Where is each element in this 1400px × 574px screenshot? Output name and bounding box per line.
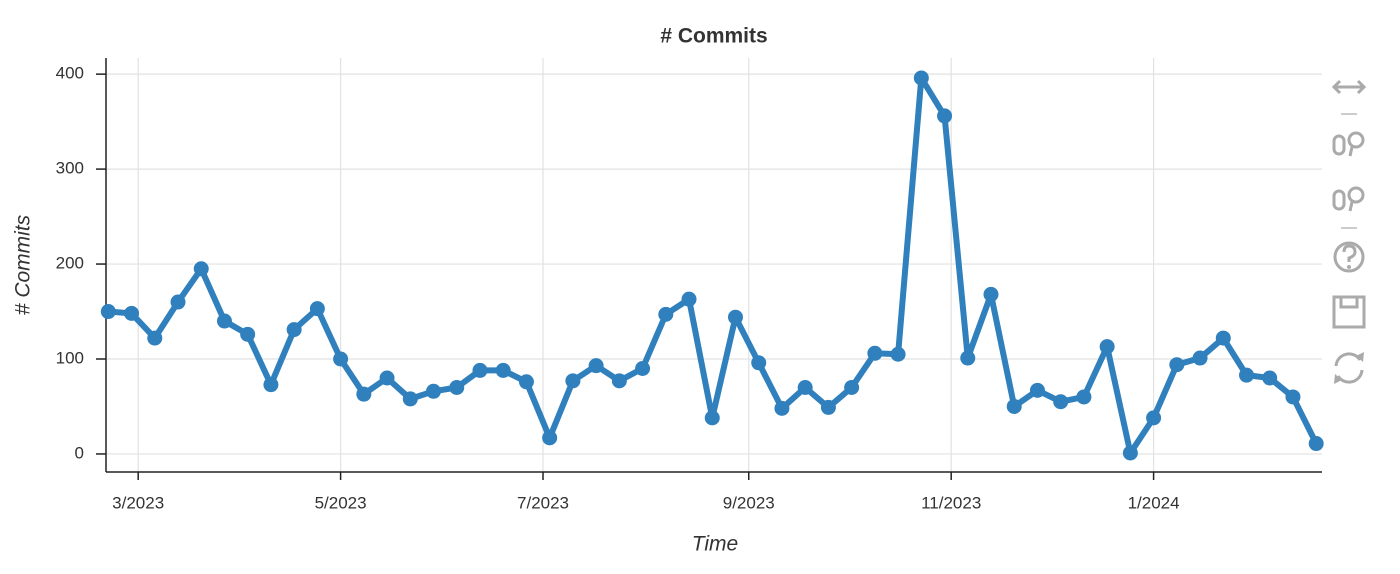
y-tick-label: 400 (56, 64, 84, 83)
x-tick-label: 3/2023 (112, 493, 164, 512)
point (658, 306, 674, 322)
point (1285, 389, 1301, 405)
help-tool[interactable] (1333, 241, 1365, 273)
point (681, 291, 697, 307)
point (1029, 382, 1045, 398)
point (983, 286, 999, 302)
point (518, 374, 534, 390)
reset-tool[interactable] (1334, 352, 1364, 384)
point (1169, 357, 1185, 373)
point (495, 362, 511, 378)
point (890, 346, 906, 362)
point (1215, 330, 1231, 346)
wheel-zoom-tool[interactable] (1332, 186, 1365, 212)
x-tick-label: 11/2023 (921, 493, 981, 512)
point (472, 362, 488, 378)
point (1053, 394, 1069, 410)
zoom-tool[interactable] (1332, 131, 1365, 157)
point (216, 313, 232, 329)
x-tick-label: 7/2023 (517, 493, 569, 512)
chart-title: # Commits (660, 25, 767, 48)
toolbar (1331, 79, 1367, 384)
point (1099, 339, 1115, 355)
point (1262, 370, 1278, 386)
point (844, 379, 860, 395)
point (542, 430, 558, 446)
pan-tool[interactable] (1331, 79, 1367, 95)
x-tick-label: 1/2024 (1128, 493, 1180, 512)
point (727, 309, 743, 325)
x-axis-label: Time (692, 533, 738, 556)
point (309, 301, 325, 317)
point (449, 379, 465, 395)
point (774, 400, 790, 416)
point (333, 351, 349, 367)
point (193, 261, 209, 277)
point (820, 399, 836, 415)
point (170, 294, 186, 310)
point (286, 322, 302, 338)
point (124, 305, 140, 321)
point (263, 377, 279, 393)
point (356, 386, 372, 402)
point (867, 345, 883, 361)
point (100, 304, 116, 320)
save-tool[interactable] (1332, 295, 1366, 329)
point (1146, 410, 1162, 426)
point (704, 410, 720, 426)
x-tick-label: 9/2023 (723, 493, 775, 512)
point (147, 330, 163, 346)
point (1076, 389, 1092, 405)
point (797, 379, 813, 395)
line (108, 74, 1319, 457)
point (751, 355, 767, 371)
point (913, 70, 929, 86)
point (1192, 350, 1208, 366)
point (402, 391, 418, 407)
point (426, 383, 442, 399)
point (1308, 436, 1324, 452)
point (611, 373, 627, 389)
y-tick-label: 300 (56, 159, 84, 178)
point (379, 370, 395, 386)
y-tick-label: 200 (56, 254, 84, 273)
point (1006, 398, 1022, 414)
point (565, 373, 581, 389)
point (240, 326, 256, 342)
point (960, 350, 976, 366)
y-tick-label: 100 (56, 348, 84, 367)
y-tick-label: 0 (75, 443, 84, 462)
point (588, 358, 604, 374)
y-axis-label: # Commits (12, 214, 35, 315)
point (635, 361, 651, 376)
x-tick-label: 5/2023 (315, 493, 367, 512)
point (937, 108, 953, 124)
point (1239, 367, 1255, 383)
point (1122, 445, 1138, 461)
